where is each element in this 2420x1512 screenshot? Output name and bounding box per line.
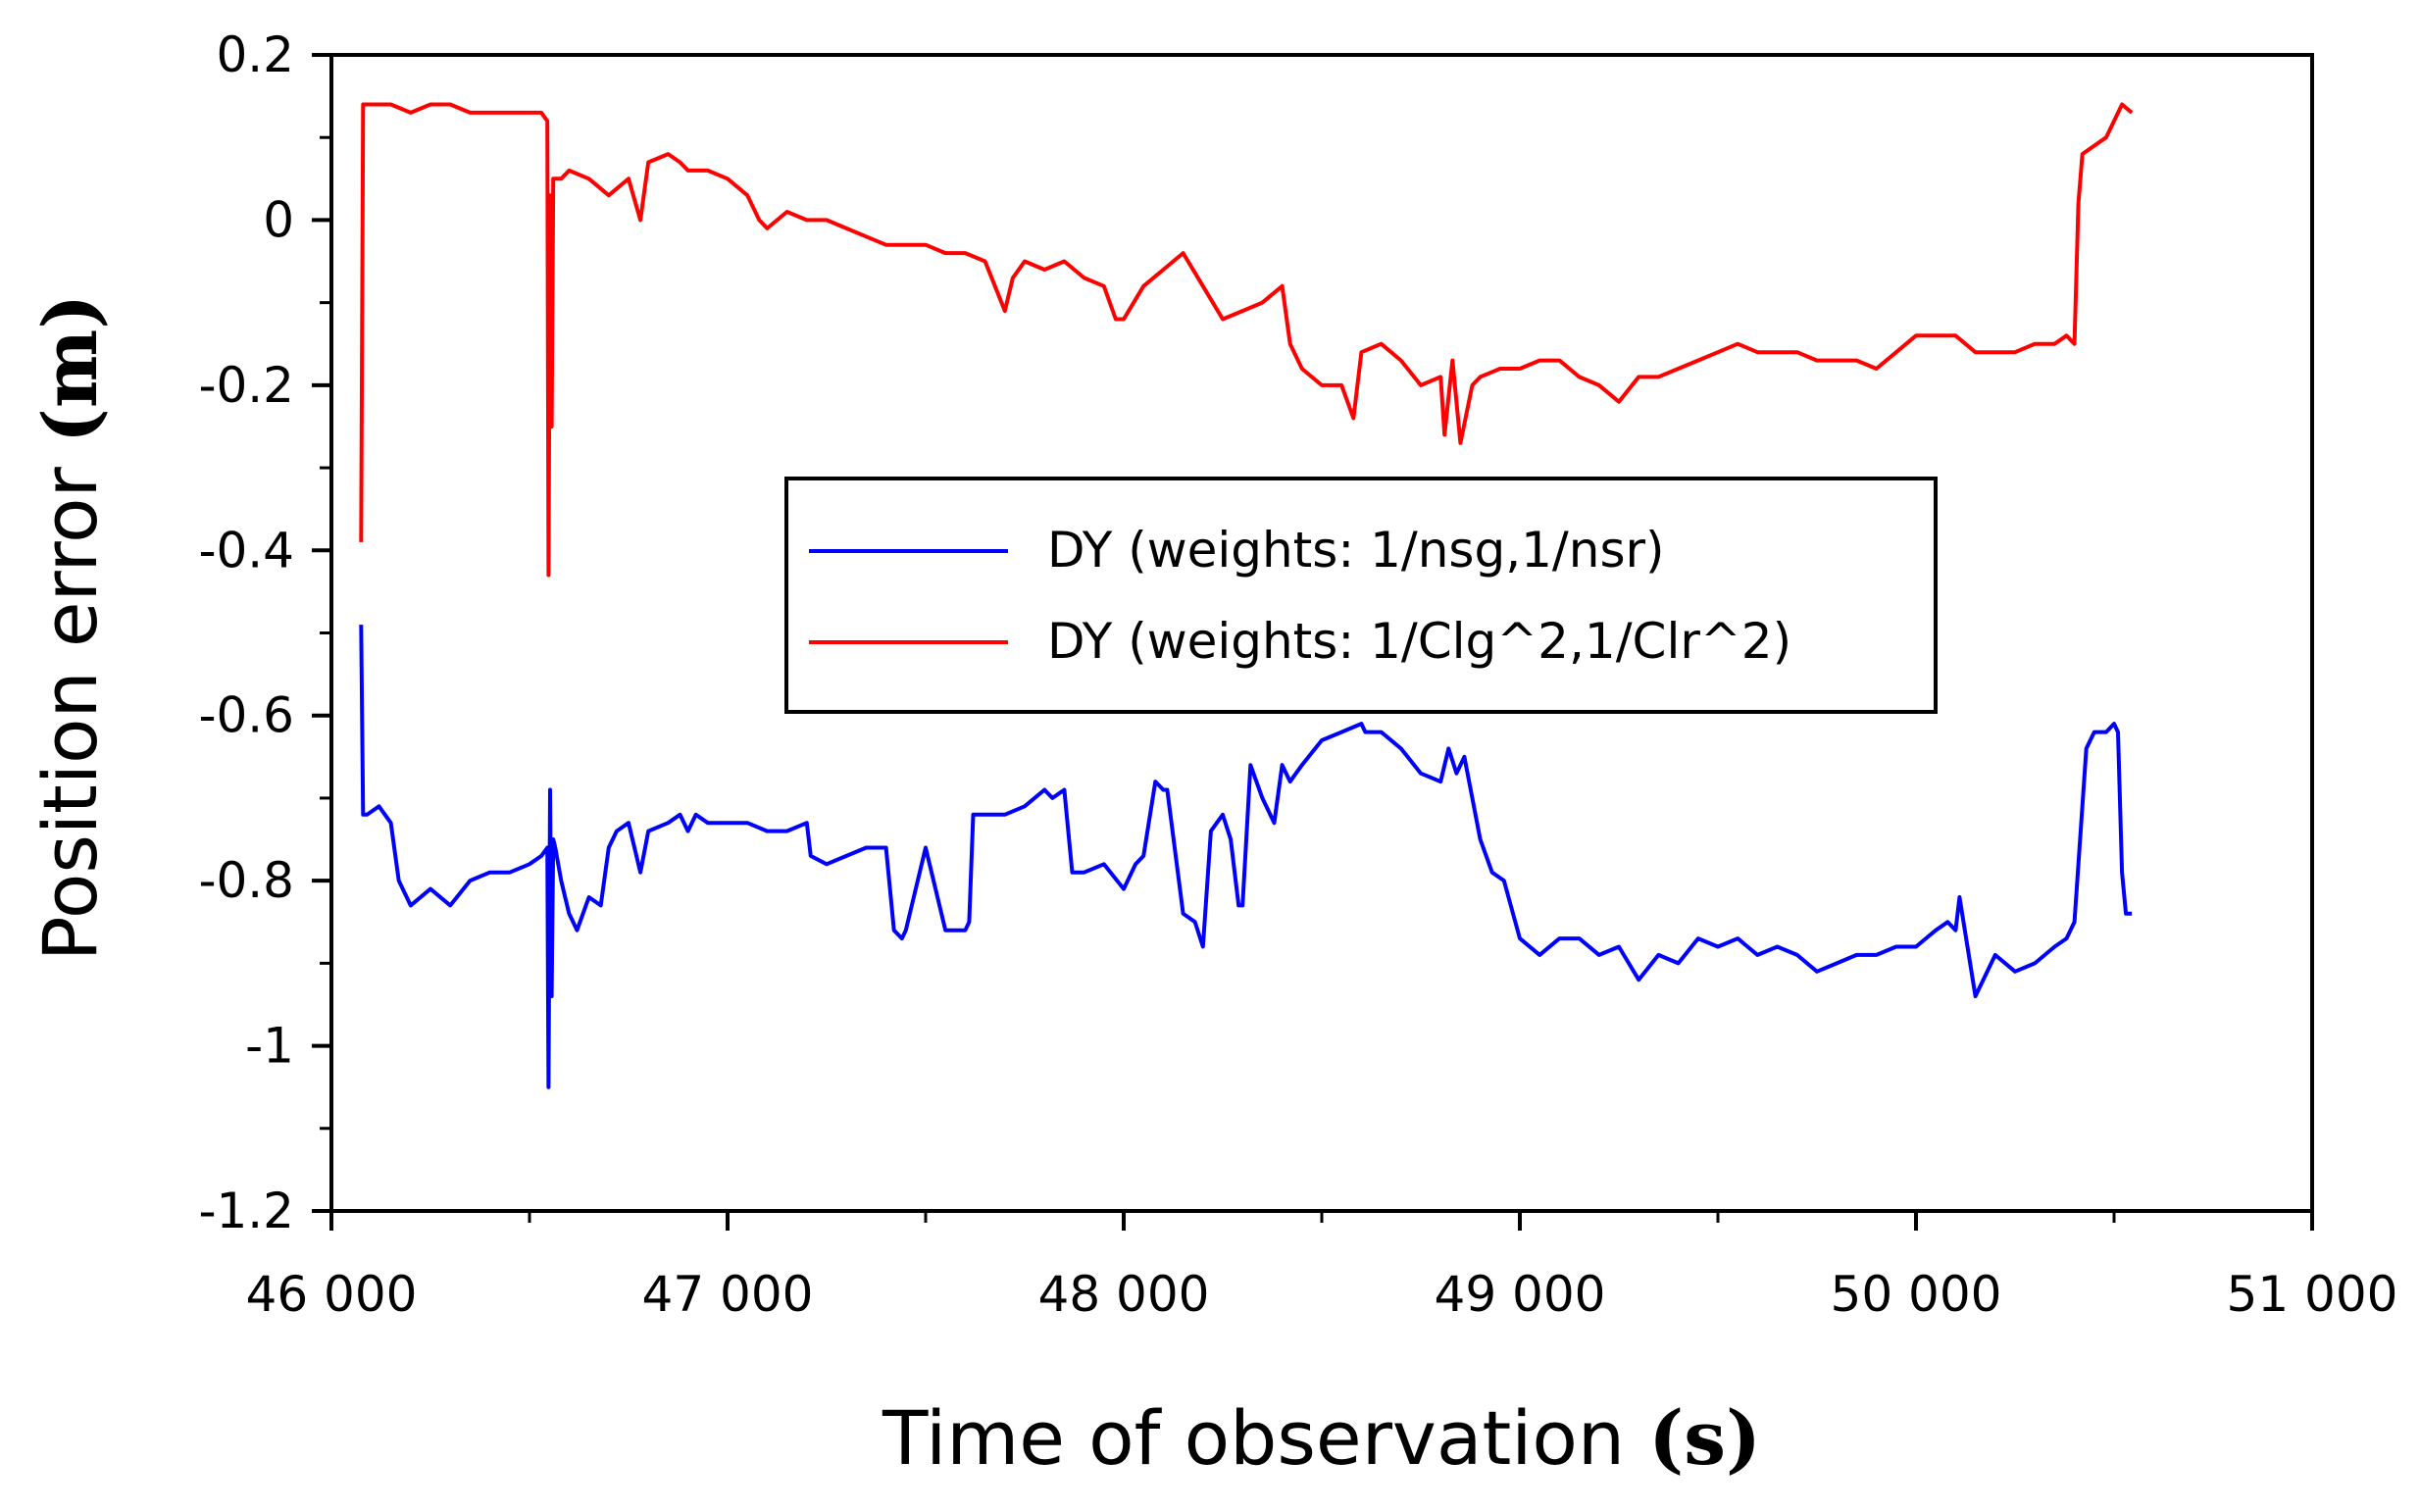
y-axis-unit: (m) <box>26 294 114 443</box>
y-axis-label: Position error <box>26 466 114 961</box>
y-tick-label: -0.4 <box>198 522 294 579</box>
y-tick-label: -0.2 <box>198 357 294 414</box>
x-tick-label: 47 000 <box>642 1266 814 1323</box>
y-tick-label: -1 <box>245 1018 294 1075</box>
y-tick-label: 0 <box>263 191 294 248</box>
legend-label-red: DY (weights: 1/Clg^2,1/Clr^2) <box>1047 613 1791 670</box>
legend-box <box>784 477 1938 714</box>
x-axis-unit: (s) <box>1648 1394 1761 1482</box>
y-axis-title: Position error (m) <box>26 294 114 962</box>
series-layer <box>359 102 2134 1089</box>
x-tick-label: 49 000 <box>1435 1266 1606 1323</box>
y-tick-label: -0.8 <box>198 852 294 909</box>
x-axis: 46 000 47 000 48 000 49 000 50 000 51 000 <box>246 1211 2398 1323</box>
y-axis: 0.2 0 -0.2 -0.4 -0.6 -0.8 -1 -1.2 <box>198 26 331 1239</box>
x-tick-label: 51 000 <box>2227 1266 2398 1323</box>
series-line-red <box>359 102 2134 578</box>
y-tick-label: -0.6 <box>198 687 294 744</box>
x-axis-title: Time of observation (s) <box>882 1394 1761 1482</box>
x-tick-label: 48 000 <box>1038 1266 1210 1323</box>
x-tick-label: 46 000 <box>246 1266 418 1323</box>
legend-label-blue: DY (weights: 1/nsg,1/nsr) <box>1047 522 1665 579</box>
y-tick-label: 0.2 <box>216 26 294 83</box>
x-axis-label: Time of observation <box>882 1394 1625 1482</box>
y-tick-label: -1.2 <box>198 1183 294 1239</box>
series-line-blue <box>359 625 2133 1089</box>
legend: DY (weights: 1/nsg,1/nsr) DY (weights: 1… <box>784 477 1938 714</box>
x-tick-label: 50 000 <box>1831 1266 2002 1323</box>
